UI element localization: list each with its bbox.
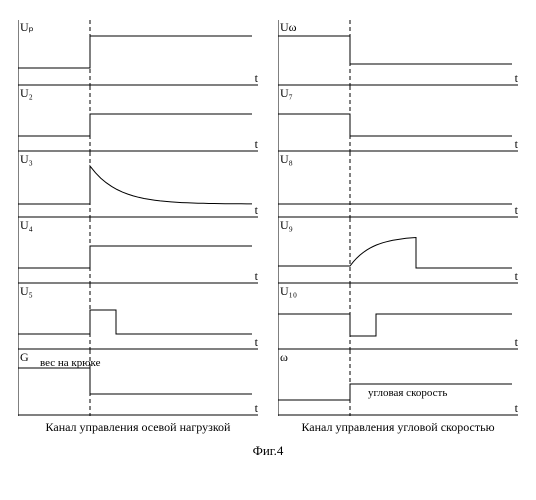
y-axis-label: ω: [280, 350, 288, 365]
signal-panel: угловая скорость ω t: [278, 350, 518, 416]
signal-panel: U₂ t: [18, 86, 258, 152]
t-axis-label: t: [515, 269, 518, 284]
y-axis-label: U₅: [20, 284, 33, 299]
y-axis-label: U₃: [20, 152, 33, 167]
panel-plot: [18, 284, 258, 350]
panel-plot: [278, 218, 518, 284]
y-axis-label: Uω: [280, 20, 297, 35]
t-axis-label: t: [515, 335, 518, 350]
signal-panel: Uₚ t: [18, 20, 258, 86]
left-column: Uₚ t U₂ t U₃ t U₄ t U₅ t вес на крюке Gt Канал управ…: [18, 20, 258, 435]
panel-plot: [18, 86, 258, 152]
signal-panel: Uω t: [278, 20, 518, 86]
signal-panel: U₁₀ t: [278, 284, 518, 350]
panel-plot: [278, 86, 518, 152]
t-axis-label: t: [255, 335, 258, 350]
y-axis-label: G: [20, 350, 29, 365]
panel-plot: [18, 20, 258, 86]
panel-plot: [18, 218, 258, 284]
y-axis-label: U₈: [280, 152, 293, 167]
t-axis-label: t: [255, 203, 258, 218]
t-axis-label: t: [515, 71, 518, 86]
signal-panel: U₈ t: [278, 152, 518, 218]
signal-panel: U₇ t: [278, 86, 518, 152]
figure-caption: Фиг.4: [253, 443, 284, 459]
column-caption: Канал управления угловой скоростью: [278, 420, 518, 435]
panel-plot: угловая скорость: [278, 350, 518, 416]
column-caption: Канал управления осевой нагрузкой: [18, 420, 258, 435]
panel-inline-text: вес на крюке: [40, 357, 101, 369]
t-axis-label: t: [515, 137, 518, 152]
signal-panel: U₉ t: [278, 218, 518, 284]
panel-inline-text: угловая скорость: [368, 387, 447, 399]
y-axis-label: U₂: [20, 86, 33, 101]
t-axis-label: t: [515, 203, 518, 218]
y-axis-label: U₄: [20, 218, 33, 233]
t-axis-label: t: [515, 401, 518, 416]
columns: Uₚ t U₂ t U₃ t U₄ t U₅ t вес на крюке Gt Канал управ…: [18, 20, 518, 435]
signal-panel: вес на крюке Gt: [18, 350, 258, 416]
panel-plot: [278, 20, 518, 86]
signal-panel: U₃ t: [18, 152, 258, 218]
signal-panel: U₅ t: [18, 284, 258, 350]
panel-plot: [18, 152, 258, 218]
y-axis-label: Uₚ: [20, 20, 34, 35]
right-column: Uω t U₇ t U₈ t U₉ t U₁₀ t угловая скорость ω t Канал …: [278, 20, 518, 435]
panel-plot: [278, 152, 518, 218]
signal-panel: U₄ t: [18, 218, 258, 284]
t-axis-label: t: [255, 269, 258, 284]
t-axis-label: t: [255, 401, 258, 416]
t-axis-label: t: [255, 71, 258, 86]
panel-plot: [278, 284, 518, 350]
figure: Uₚ t U₂ t U₃ t U₄ t U₅ t вес на крюке Gt Канал управ…: [20, 20, 516, 459]
y-axis-label: U₇: [280, 86, 293, 101]
panel-plot: вес на крюке: [18, 350, 258, 416]
y-axis-label: U₁₀: [280, 284, 297, 299]
t-axis-label: t: [255, 137, 258, 152]
y-axis-label: U₉: [280, 218, 293, 233]
